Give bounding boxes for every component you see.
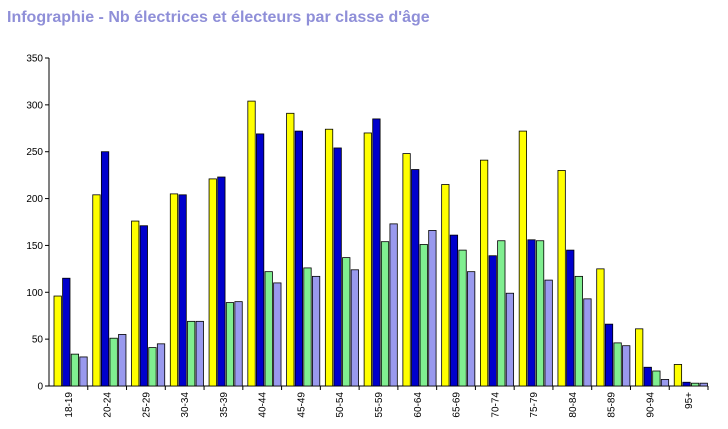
bars — [53, 100, 708, 387]
bar-45-49-s1 — [286, 112, 295, 387]
bar-90-94-s3 — [652, 370, 661, 387]
bar-55-59-s2 — [372, 118, 381, 387]
bar-40-44-s4 — [273, 282, 282, 387]
bar-95+-s2 — [682, 381, 691, 387]
x-tick-label: 35-39 — [219, 392, 230, 418]
bar-35-39-s4 — [234, 301, 243, 387]
y-tick-label: 0 — [37, 382, 43, 393]
bar-45-49-s3 — [303, 267, 312, 387]
bar-85-89-s2 — [604, 323, 614, 387]
y-tick-label: 250 — [26, 147, 43, 158]
bar-30-34-s4 — [195, 320, 204, 387]
x-tick-label: 70-74 — [490, 392, 501, 418]
bar-50-54-s4 — [350, 269, 359, 387]
bar-75-79-s4 — [544, 279, 553, 387]
bar-45-49-s4 — [311, 275, 321, 387]
bar-20-24-s2 — [100, 151, 110, 387]
x-tick-label: 95+ — [684, 392, 695, 409]
bar-80-84-s3 — [574, 275, 583, 387]
bar-85-89-s1 — [596, 268, 605, 387]
bar-75-79-s2 — [527, 239, 536, 387]
x-tick-label: 60-64 — [413, 392, 424, 418]
bar-45-49-s2 — [294, 130, 303, 387]
bar-70-74-s4 — [505, 292, 515, 387]
bar-85-89-s4 — [622, 345, 631, 387]
bar-60-64-s1 — [402, 153, 411, 387]
bar-40-44-s3 — [264, 271, 273, 387]
x-tick-label: 40-44 — [258, 392, 269, 418]
bar-85-89-s3 — [613, 342, 622, 387]
bar-90-94-s1 — [635, 328, 644, 387]
bar-55-59-s1 — [363, 132, 372, 387]
y-tick-label: 300 — [26, 100, 43, 111]
y-axis: 0 50 100 150 200 250 300 350 — [26, 54, 50, 393]
bar-90-94-s4 — [660, 379, 670, 387]
bar-18-19-s2 — [62, 277, 71, 387]
x-tick-label: 65-69 — [452, 392, 463, 418]
y-tick-label: 50 — [32, 335, 44, 346]
x-tick-label: 55-59 — [374, 392, 385, 418]
bar-80-84-s4 — [583, 298, 592, 387]
bar-55-59-s3 — [380, 241, 390, 387]
y-tick-label: 350 — [26, 54, 43, 65]
x-tick-label: 18-19 — [64, 392, 75, 418]
bar-50-54-s1 — [324, 128, 334, 387]
x-axis: 18-19 20-24 25-29 30-34 35-39 40-44 45-49 50-54… — [49, 385, 709, 418]
x-tick-label: 20-24 — [103, 392, 114, 418]
bar-50-54-s3 — [342, 257, 351, 387]
bar-18-19-s4 — [79, 356, 88, 387]
x-tick-label: 45-49 — [296, 392, 307, 418]
bar-65-69-s1 — [441, 184, 450, 387]
bar-75-79-s1 — [518, 130, 527, 387]
bar-20-24-s1 — [92, 194, 101, 387]
bar-50-54-s2 — [333, 147, 342, 387]
y-tick-label: 150 — [26, 241, 43, 252]
x-tick-label: 90-94 — [645, 392, 656, 418]
bar-70-74-s2 — [488, 255, 497, 387]
bar-60-64-s2 — [411, 169, 420, 387]
bar-25-29-s2 — [139, 225, 148, 387]
x-tick-label: 25-29 — [141, 392, 152, 418]
bar-70-74-s1 — [480, 159, 489, 387]
x-tick-label: 85-89 — [607, 392, 618, 418]
bar-40-44-s2 — [256, 133, 265, 387]
chart-title: Infographie - Nb électrices et électeurs… — [7, 9, 430, 26]
x-tick-label: 80-84 — [568, 392, 579, 418]
bar-35-39-s1 — [208, 178, 217, 387]
bar-80-84-s1 — [557, 170, 566, 387]
bar-18-19-s3 — [70, 353, 79, 387]
bar-90-94-s2 — [643, 366, 652, 387]
bar-25-29-s1 — [131, 220, 140, 387]
bar-70-74-s3 — [497, 240, 506, 387]
bar-65-69-s2 — [449, 234, 459, 387]
x-tick-label: 30-34 — [180, 392, 191, 418]
bar-18-19-s1 — [53, 295, 62, 387]
bar-95+-s1 — [673, 364, 683, 387]
bar-30-34-s1 — [169, 193, 179, 387]
bar-95+-s4 — [699, 382, 708, 387]
bar-60-64-s4 — [428, 230, 437, 387]
x-tick-label: 75-79 — [529, 392, 540, 418]
bar-25-29-s4 — [156, 343, 166, 387]
bar-65-69-s3 — [458, 249, 467, 387]
x-tick-label: 50-54 — [335, 392, 346, 418]
bar-25-29-s3 — [148, 347, 157, 387]
bar-95+-s3 — [691, 382, 700, 387]
y-tick-label: 200 — [26, 194, 43, 205]
bar-35-39-s2 — [217, 176, 226, 387]
bar-30-34-s2 — [178, 194, 187, 387]
bar-60-64-s3 — [419, 244, 428, 387]
bar-40-44-s1 — [247, 100, 256, 387]
bar-80-84-s2 — [566, 249, 575, 387]
bar-65-69-s4 — [467, 271, 476, 387]
bar-30-34-s3 — [187, 320, 196, 387]
bar-35-39-s3 — [225, 302, 235, 387]
bar-20-24-s4 — [118, 334, 127, 387]
bar-75-79-s3 — [535, 240, 545, 387]
bar-20-24-s3 — [109, 337, 118, 387]
y-tick-label: 100 — [26, 288, 43, 299]
bar-55-59-s4 — [389, 223, 398, 387]
